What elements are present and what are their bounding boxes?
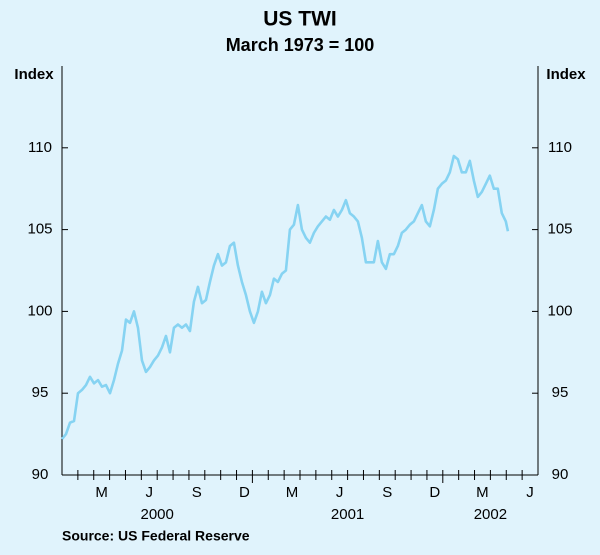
y-axis-label: Index bbox=[14, 66, 54, 83]
y-tick-label: 90 bbox=[32, 466, 49, 483]
year-label: 2002 bbox=[474, 506, 507, 523]
chart-title: US TWI bbox=[263, 8, 337, 31]
year-label: 2000 bbox=[141, 506, 174, 523]
y2-tick-label: 110 bbox=[548, 139, 572, 156]
year-label: 2001 bbox=[331, 506, 364, 523]
y-tick-label: 95 bbox=[32, 384, 49, 401]
y2-tick-label: 90 bbox=[552, 466, 569, 483]
y2-axis-label: Index bbox=[546, 66, 586, 83]
y-tick-label: 110 bbox=[28, 139, 52, 156]
x-tick-label: D bbox=[429, 484, 440, 501]
y-tick-label: 100 bbox=[27, 302, 52, 319]
source-note: Source: US Federal Reserve bbox=[62, 528, 250, 544]
chart-subtitle: March 1973 = 100 bbox=[226, 35, 375, 55]
x-tick-label: S bbox=[382, 484, 392, 501]
x-tick-label: S bbox=[192, 484, 202, 501]
y2-tick-label: 100 bbox=[547, 302, 572, 319]
x-tick-label: D bbox=[239, 484, 250, 501]
x-tick-label: J bbox=[336, 484, 344, 501]
x-tick-label: J bbox=[526, 484, 534, 501]
y2-tick-label: 95 bbox=[552, 384, 569, 401]
x-tick-label: M bbox=[95, 484, 108, 501]
y-tick-label: 105 bbox=[27, 221, 52, 238]
y2-tick-label: 105 bbox=[547, 221, 572, 238]
data-line bbox=[60, 154, 510, 440]
x-tick-label: J bbox=[145, 484, 153, 501]
x-tick-label: M bbox=[286, 484, 299, 501]
x-tick-label: M bbox=[476, 484, 489, 501]
